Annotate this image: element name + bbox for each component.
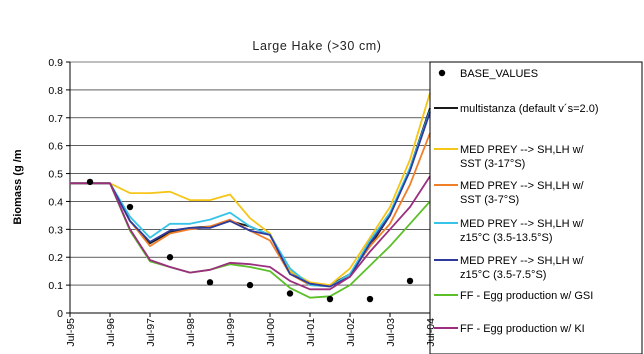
base-value-point	[326, 295, 334, 303]
legend-label: z15°C (3.5-13.5°S)	[460, 232, 553, 244]
legend-label: multistanza (default v´s=2.0)	[460, 103, 598, 115]
base-value-point	[406, 277, 414, 285]
x-tick-labels: Jul-95 Jul-96 Jul-97 Jul-98 Jul-99 Jul-00 Jul-…	[65, 313, 437, 347]
chart-title: Large Hake (>30 cm)	[252, 39, 381, 53]
legend-label: MED PREY --> SH,LH w/	[460, 144, 585, 156]
legend-box	[429, 61, 643, 354]
base-value-point	[206, 279, 214, 286]
base-value-point	[166, 254, 174, 261]
series-line	[70, 92, 431, 286]
x-tick-label: Jul-95	[65, 318, 77, 347]
x-tick-label: Jul-04	[425, 318, 437, 347]
y-tick-label: 0.1	[48, 280, 63, 292]
x-tick-label: Jul-03	[385, 318, 397, 347]
legend-label: SST (3-7°S)	[460, 194, 519, 206]
x-tick-label: Jul-99	[225, 318, 237, 347]
grid-lines	[70, 61, 430, 286]
y-tick-label: 0.2	[48, 252, 63, 264]
y-tick-label: 0.5	[48, 169, 63, 181]
x-tick-label: Jul-98	[185, 318, 197, 347]
legend-label: FF - Egg production w/ KI	[460, 323, 585, 335]
legend-label: MED PREY --> SH,LH w/	[460, 180, 585, 192]
legend-label: z15°C (3.5-7.5°S)	[460, 269, 546, 281]
x-tick-label: Jul-01	[305, 318, 317, 347]
base-value-point	[126, 203, 134, 211]
y-tick-label: 0.9	[48, 57, 63, 69]
series-line	[70, 110, 431, 288]
y-tick-label: 0.3	[48, 224, 63, 236]
legend-label: MED PREY --> SH,LH w/	[460, 255, 585, 267]
legend-label: FF - Egg production w/ GSI	[460, 290, 593, 302]
y-tick-label: 0.8	[48, 85, 63, 97]
legend: BASE_VALUES multistanza (default v´s=2.0)…	[434, 68, 598, 335]
x-tick-label: Jul-97	[145, 318, 157, 347]
legend-label-base: BASE_VALUES	[460, 68, 538, 80]
base-value-point	[246, 281, 254, 289]
legend-marker-base	[438, 69, 446, 77]
base-values-points	[86, 178, 414, 303]
legend-label: MED PREY --> SH,LH w/	[460, 218, 585, 230]
base-value-point	[86, 178, 94, 186]
series-line	[70, 111, 431, 288]
series-line	[70, 175, 431, 291]
base-value-point	[366, 295, 374, 303]
y-tick-label: 0.4	[48, 196, 63, 208]
y-tick-labels: 0 0.1 0.2 0.3 0.4 0.5 0.6 0.7 0.8 0.9	[48, 57, 70, 320]
x-tick-label: Jul-02	[345, 318, 357, 347]
y-tick-label: 0.7	[48, 113, 63, 125]
legend-label: SST (3-17°S)	[460, 158, 525, 170]
y-tick-label: 0	[57, 308, 63, 320]
y-tick-label: 0.6	[48, 141, 63, 153]
x-tick-label: Jul-96	[105, 318, 117, 347]
y-axis-label: Biomass (g /m	[12, 149, 24, 224]
base-value-point	[286, 290, 294, 297]
series-lines	[70, 92, 431, 299]
x-tick-label: Jul-00	[265, 318, 277, 347]
